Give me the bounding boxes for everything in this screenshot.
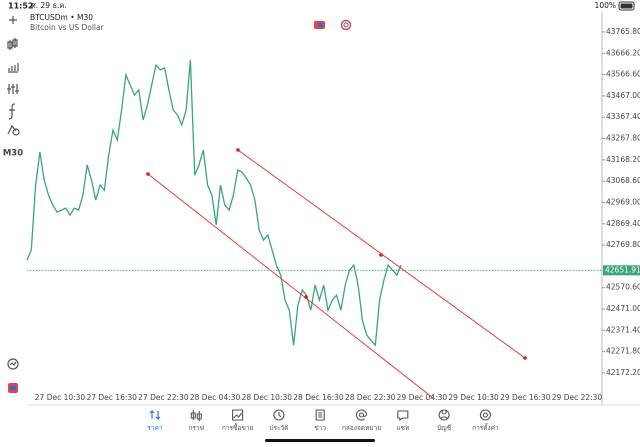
battery-level	[620, 3, 633, 9]
tab-icon[interactable]	[273, 409, 285, 421]
y-tick-label: 42969.00	[606, 197, 640, 206]
trade-button-inner	[10, 386, 16, 390]
tab-label[interactable]: บัญชี	[437, 424, 452, 432]
y-tick-label: 42271.80	[606, 347, 640, 356]
x-tick-label: 28 Dec 16:30	[293, 393, 344, 402]
tab-label[interactable]: การซื้อขาย	[222, 423, 253, 432]
y-tick-label: 42172.20	[606, 368, 640, 377]
x-tick-label: 27 Dec 10:30	[35, 393, 86, 402]
chart-type-tool[interactable]	[7, 38, 18, 50]
last-price-label: 42651.91	[605, 265, 640, 274]
x-tick-label: 29 Dec 04:30	[397, 393, 448, 402]
y-tick-label: 42869.40	[606, 219, 640, 228]
tab-icon[interactable]	[438, 409, 450, 421]
x-tick-label: 29 Dec 22:30	[552, 393, 603, 402]
y-tick-label: 43068.60	[606, 176, 640, 185]
y-tick-label: 42471.00	[606, 304, 640, 313]
home-indicator	[265, 439, 375, 442]
tab-icon[interactable]	[190, 410, 202, 421]
y-tick-label: 43367.40	[606, 112, 640, 121]
x-tick-label: 29 Dec 10:30	[448, 393, 499, 402]
tab-label[interactable]: ประวัติ	[269, 424, 288, 432]
tab-icon[interactable]	[149, 409, 161, 421]
x-tick-label: 28 Dec 10:30	[242, 393, 293, 402]
history-tool-mark	[9, 361, 17, 366]
status-battery: 100%	[595, 1, 616, 10]
plot-area: 43765.80 43666.20 43566.60 43467.00 43367.40…	[26, 27, 640, 402]
battery-icon	[618, 1, 635, 11]
chart-subtitle: Bitcoin vs US Dollar	[30, 23, 105, 32]
tab-label[interactable]: ราคา	[147, 424, 162, 432]
tab-label[interactable]: กล่องจดหมาย	[342, 424, 381, 432]
tab-icon[interactable]	[315, 409, 325, 421]
trendline[interactable]	[147, 173, 434, 399]
y-tick-label: 42570.60	[606, 283, 640, 292]
one-click-trade-inner	[318, 23, 323, 27]
status-date: ศ. 29 ธ.ค.	[31, 1, 67, 10]
x-tick-label: 29 Dec 16:30	[500, 393, 551, 402]
tab-bar: ราคา กราฟ การซื้อขาย ประวัติ ข่าว กล่องจดหมาย…	[147, 409, 499, 432]
trendline-anchor[interactable]	[146, 172, 150, 176]
y-tick-label: 42769.80	[606, 240, 640, 249]
tab-icon[interactable]	[355, 409, 368, 421]
last-price-box	[603, 265, 640, 276]
function-tool[interactable]	[8, 103, 16, 120]
x-tick-label: 27 Dec 22:30	[138, 393, 189, 402]
y-tick-label: 43467.00	[606, 91, 640, 100]
depth-button-inner	[343, 22, 349, 28]
y-tick-label: 43168.20	[606, 155, 640, 164]
tab-label[interactable]: กราฟ	[188, 424, 204, 432]
y-tick-label: 43267.80	[606, 134, 640, 143]
tab-label[interactable]: การตั้งค่า	[472, 423, 499, 432]
tab-label[interactable]: ข่าว	[314, 424, 326, 432]
y-tick-label: 42371.40	[606, 325, 640, 334]
trendline-anchor[interactable]	[304, 295, 308, 299]
tab-icon[interactable]	[479, 409, 491, 421]
tab-icon[interactable]	[397, 410, 409, 422]
price-line	[26, 59, 402, 347]
x-tick-label: 28 Dec 22:30	[345, 393, 396, 402]
indicator-tool[interactable]	[7, 84, 19, 94]
left-toolbar	[7, 16, 20, 370]
depth-button[interactable]	[340, 19, 352, 31]
y-tick-label: 43666.20	[606, 48, 640, 57]
crosshair-tool[interactable]	[9, 16, 17, 24]
trendline-anchor[interactable]	[236, 148, 240, 152]
x-tick-label: 27 Dec 16:30	[86, 393, 137, 402]
tab-icon[interactable]	[232, 409, 244, 421]
bar-tool[interactable]	[8, 63, 19, 73]
trendline-anchor[interactable]	[379, 253, 383, 257]
chart-title: BTCUSDm • M30	[30, 13, 93, 22]
tab-label[interactable]: แชท	[396, 424, 409, 432]
objects-tool[interactable]	[7, 124, 20, 136]
y-tick-label: 43566.60	[606, 70, 640, 79]
history-tool[interactable]	[7, 358, 19, 370]
trendline-anchor[interactable]	[523, 356, 527, 360]
y-tick-label: 43765.80	[606, 27, 640, 36]
timeframe-label[interactable]: M30	[3, 149, 23, 159]
x-tick-label: 28 Dec 04:30	[190, 393, 241, 402]
status-time: 11:52	[8, 2, 33, 11]
